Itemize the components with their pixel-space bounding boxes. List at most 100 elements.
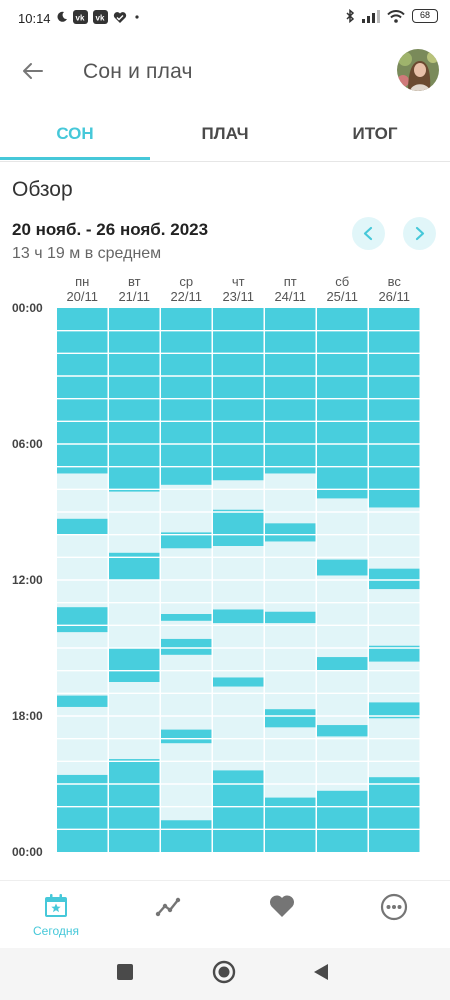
tab-crying[interactable]: ПЛАЧ: [201, 124, 249, 143]
day-date-label: 22/11: [170, 289, 202, 304]
sleep-segment: [213, 609, 264, 624]
sleep-segment: [57, 308, 108, 474]
nav-health[interactable]: [225, 881, 337, 949]
sleep-segment: [161, 638, 212, 655]
status-system-icons: 68: [345, 9, 438, 23]
sleep-segment: [161, 532, 212, 549]
previous-week-button[interactable]: [352, 217, 385, 250]
sleep-segment: [265, 611, 316, 624]
sleep-segment: [213, 770, 264, 852]
sleep-segment: [109, 759, 160, 852]
bluetooth-icon: [346, 9, 355, 23]
day-weekday-label: вс: [388, 274, 402, 289]
arrow-left-icon: [23, 63, 43, 79]
sleep-segment: [57, 607, 108, 633]
day-weekday-label: пн: [75, 274, 89, 289]
nav-today[interactable]: Сегодня: [0, 881, 112, 949]
day-weekday-label: вт: [128, 274, 141, 289]
vk-icon: vk: [73, 10, 88, 24]
day-weekday-label: ср: [179, 274, 193, 289]
sleep-segment: [317, 790, 368, 852]
sleep-segment: [57, 774, 108, 852]
day-date-label: 21/11: [118, 289, 150, 304]
status-bar: 10:14 vk vk 68: [0, 0, 450, 40]
day-weekday-label: пт: [284, 274, 297, 289]
page-title: Сон и плач: [83, 60, 193, 83]
heart-icon: [269, 895, 295, 917]
sleep-segment: [317, 559, 368, 576]
status-notification-icons: vk vk: [56, 10, 142, 24]
day-date-label: 23/11: [222, 289, 254, 304]
sleep-segment: [317, 657, 368, 671]
sleep-segment: [369, 645, 420, 662]
tab-sleep[interactable]: СОН: [56, 124, 94, 143]
nav-today-label: Сегодня: [33, 924, 79, 938]
home-icon[interactable]: [212, 960, 236, 984]
average-sleep-text: 13 ч 19 м в среднем: [12, 245, 162, 262]
sleep-segment: [57, 518, 108, 535]
signal-icon: [362, 9, 380, 23]
time-axis-label: 00:00: [12, 301, 43, 315]
sleep-segment: [161, 614, 212, 621]
tab-indicator: [0, 157, 150, 160]
sleep-segment: [109, 308, 160, 492]
app-header: Сон и плач: [0, 40, 450, 102]
sleep-segment: [369, 308, 420, 508]
sleep-segment: [161, 729, 212, 744]
sleep-segment: [109, 648, 160, 682]
bottom-nav: Сегодня: [0, 880, 450, 948]
chevron-right-icon: [415, 226, 425, 241]
sleep-segment: [57, 695, 108, 707]
sleep-segment: [213, 308, 264, 481]
day-date-label: 20/11: [66, 289, 98, 304]
sleep-segment: [265, 523, 316, 542]
sleep-segment: [317, 725, 368, 737]
back-button[interactable]: [18, 56, 48, 86]
day-date-label: 26/11: [378, 289, 410, 304]
back-nav-icon[interactable]: [311, 962, 331, 982]
svg-text:vk: vk: [76, 14, 85, 23]
time-axis-label: 06:00: [12, 437, 43, 451]
time-axis-label: 12:00: [12, 573, 43, 587]
status-time: 10:14: [18, 11, 51, 26]
sleep-segment: [369, 777, 420, 852]
svg-text:vk: vk: [96, 14, 105, 23]
vk-icon: vk: [93, 10, 108, 24]
sleep-segment: [369, 702, 420, 719]
nav-more[interactable]: [337, 881, 449, 949]
more-icon: [380, 893, 408, 921]
time-axis-label: 18:00: [12, 709, 43, 723]
sleep-segment: [317, 308, 368, 499]
tab-summary[interactable]: ИТОГ: [352, 124, 398, 143]
wifi-icon: [387, 9, 405, 23]
tab-bar: СОН ПЛАЧ ИТОГ: [0, 110, 450, 162]
day-date-label: 25/11: [326, 289, 358, 304]
sleep-segment: [213, 509, 264, 546]
sleep-segment: [213, 677, 264, 687]
chevron-left-icon: [363, 226, 373, 241]
sleep-segment: [369, 568, 420, 590]
battery-icon: 68: [412, 9, 438, 23]
next-week-button[interactable]: [403, 217, 436, 250]
trend-icon: [155, 897, 181, 917]
avatar[interactable]: [397, 49, 439, 91]
recent-apps-icon[interactable]: [116, 963, 134, 981]
sleep-segment: [265, 709, 316, 728]
time-axis-label: 00:00: [12, 845, 43, 859]
date-range: 20 нояб. - 26 нояб. 2023: [12, 220, 209, 239]
sleep-segment: [265, 308, 316, 474]
calendar-star-icon: [45, 894, 67, 917]
heart-check-icon: [113, 11, 127, 23]
overview-title: Обзор: [12, 178, 73, 201]
day-date-label: 24/11: [274, 289, 306, 304]
nav-trends[interactable]: [112, 881, 224, 949]
sleep-segment: [161, 308, 212, 485]
day-weekday-label: сб: [335, 274, 349, 289]
dot-icon: [135, 15, 139, 19]
day-weekday-label: чт: [232, 274, 245, 289]
system-nav-bar: [0, 948, 450, 1000]
moon-icon: [57, 11, 67, 22]
sleep-segment: [161, 820, 212, 852]
sleep-segment: [265, 797, 316, 852]
